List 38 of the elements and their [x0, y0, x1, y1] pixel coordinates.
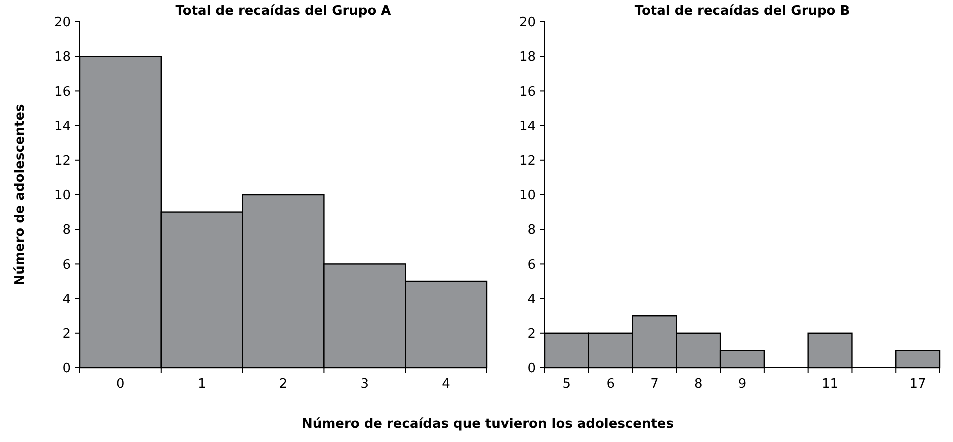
y-tick-label: 8: [528, 223, 536, 238]
y-tick-label: 12: [519, 154, 536, 169]
x-tick-label: 8: [694, 377, 703, 392]
x-axis-title: Número de recaídas que tuvieron los adolescentes: [302, 417, 674, 432]
y-axis-title: Número de adolescentes: [13, 104, 28, 286]
y-tick-label: 20: [54, 16, 71, 31]
x-tick-label: 5: [562, 377, 572, 392]
x-tick-label: 1: [198, 377, 206, 392]
y-tick-label: 8: [62, 223, 71, 238]
y-tick-label: 20: [519, 16, 536, 31]
x-tick-label: 11: [822, 377, 839, 392]
y-tick-label: 14: [54, 119, 71, 134]
y-tick-label: 0: [62, 362, 71, 377]
y-tick-label: 0: [528, 362, 536, 377]
y-tick-label: 4: [528, 292, 536, 308]
x-tick-label: 2: [279, 377, 288, 392]
y-tick-label: 16: [54, 84, 71, 100]
y-tick-label: 4: [62, 292, 71, 308]
chart-title: Total de recaídas del Grupo A: [176, 4, 392, 19]
chart-title: Total de recaídas del Grupo B: [634, 4, 850, 19]
y-tick-label: 12: [54, 154, 71, 169]
y-tick-label: 2: [528, 326, 536, 342]
y-tick-label: 18: [54, 50, 71, 66]
x-tick-label: 6: [606, 377, 615, 392]
x-tick-label: 0: [116, 377, 125, 392]
y-tick-label: 14: [519, 119, 536, 134]
x-tick-label: 3: [360, 377, 370, 392]
y-tick-label: 6: [528, 258, 536, 273]
y-tick-label: 10: [519, 188, 536, 204]
x-tick-label: 4: [442, 377, 450, 392]
x-tick-label: 17: [910, 377, 926, 392]
y-tick-label: 16: [519, 84, 536, 100]
y-tick-label: 6: [62, 258, 71, 273]
x-tick-label: 7: [650, 377, 659, 392]
y-tick-label: 18: [519, 50, 536, 66]
x-tick-label: 9: [738, 377, 747, 392]
y-tick-label: 10: [54, 188, 71, 204]
y-tick-label: 2: [62, 326, 71, 342]
